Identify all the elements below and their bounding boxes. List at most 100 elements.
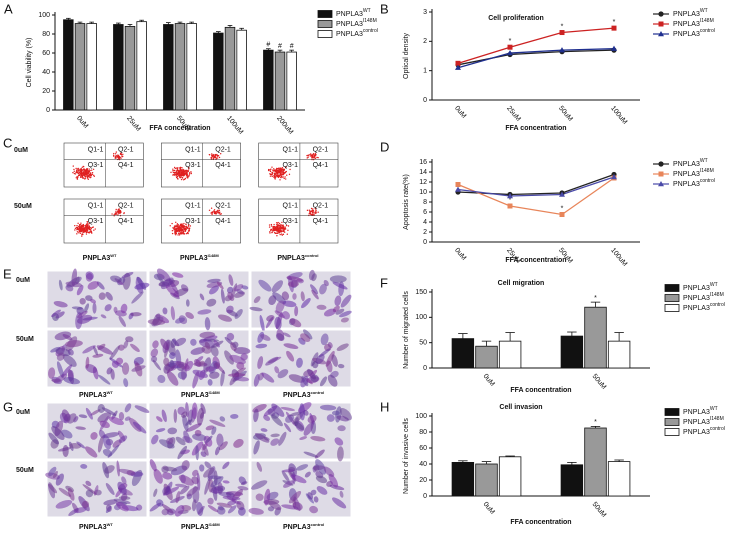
- flow-event: [176, 167, 178, 169]
- stained-cell: [150, 348, 159, 358]
- series-line: [457, 176, 615, 197]
- flow-event: [284, 227, 286, 230]
- flow-event: [188, 167, 190, 169]
- stained-cell: [190, 338, 197, 346]
- legend-label-base: PNPLA3: [673, 31, 700, 38]
- panel-label: D: [380, 139, 389, 154]
- stained-cell: [186, 423, 202, 432]
- row-label: 0uM: [16, 277, 30, 284]
- flow-event: [176, 168, 179, 170]
- stained-cell: [234, 376, 250, 382]
- stained-cell: [161, 504, 174, 514]
- flow-event: [306, 209, 309, 212]
- flow-event: [179, 223, 182, 226]
- stained-cell: [222, 461, 230, 470]
- flow-event: [78, 225, 80, 228]
- stained-cell: [52, 470, 58, 479]
- quadrant-label: Q2-1: [313, 146, 329, 153]
- stained-cell: [65, 340, 83, 348]
- bar: [451, 338, 475, 369]
- flow-event: [176, 229, 178, 232]
- micrograph: [149, 459, 249, 517]
- flow-event: [277, 167, 279, 170]
- stained-cell: [134, 405, 150, 414]
- flow-event: [177, 234, 179, 236]
- flow-event: [120, 211, 122, 213]
- y-axis-label: Apoptosis rate(%): [403, 174, 410, 230]
- flow-event: [284, 172, 286, 174]
- flow-event: [75, 177, 77, 179]
- stained-cell: [92, 302, 97, 314]
- stained-cell: [109, 345, 120, 360]
- stained-cell: [85, 489, 94, 498]
- stained-cell: [121, 476, 127, 485]
- y-tick-label: 80: [42, 31, 50, 38]
- flow-event: [114, 153, 117, 155]
- row-label: 50uM: [16, 467, 34, 474]
- flow-event: [74, 173, 77, 175]
- x-tick-label: 0uM: [75, 115, 89, 130]
- stained-cell: [332, 497, 347, 509]
- stained-cell: [156, 416, 163, 422]
- stained-cell: [332, 305, 340, 313]
- flow-event: [283, 231, 286, 233]
- y-tick-label: 60: [419, 445, 427, 452]
- micrograph: [248, 459, 351, 517]
- flow-event: [208, 209, 211, 212]
- stained-cell: [258, 279, 272, 292]
- stained-cell: [98, 374, 111, 385]
- flow-event: [181, 177, 184, 179]
- micrograph: [249, 269, 352, 333]
- flow-event: [187, 175, 189, 178]
- flow-event: [115, 151, 118, 153]
- flow-event: [90, 174, 93, 176]
- flow-event: [315, 212, 317, 215]
- legend-label: PNPLA3control: [683, 426, 725, 436]
- stained-cell: [163, 357, 170, 367]
- stained-cell: [282, 311, 290, 320]
- stained-cell: [226, 496, 241, 505]
- stained-cell: [197, 505, 205, 515]
- flow-event: [88, 171, 91, 173]
- y-tick-label: 0: [423, 365, 427, 372]
- stained-cell: [113, 498, 131, 504]
- stained-cell: [211, 426, 217, 435]
- column-label: PNPLA3I148M: [181, 390, 220, 399]
- marker: [658, 181, 664, 187]
- flow-event: [85, 227, 87, 229]
- stained-cell: [264, 488, 271, 506]
- flow-event: [183, 172, 186, 174]
- flow-event: [277, 232, 280, 234]
- flow-event: [316, 156, 318, 159]
- column-label: PNPLA3control: [283, 390, 324, 399]
- stained-cell: [209, 285, 219, 295]
- marker: [658, 171, 664, 177]
- flow-event: [84, 228, 86, 231]
- flow-event: [281, 227, 283, 229]
- stained-cell: [133, 421, 147, 434]
- stained-cell: [204, 317, 211, 331]
- flow-event: [82, 169, 84, 171]
- quadrant-label: Q2-1: [118, 146, 134, 153]
- stained-cell: [206, 298, 217, 307]
- stained-cell: [209, 371, 220, 379]
- x-tick-label: 50uM: [591, 501, 608, 519]
- stained-cell: [237, 486, 249, 491]
- stained-cell: [283, 480, 294, 488]
- stained-cell: [216, 281, 224, 290]
- quadrant-label: Q4-1: [313, 162, 329, 169]
- marker: [559, 212, 565, 217]
- stained-cell: [85, 446, 98, 458]
- stained-cell: [334, 437, 344, 446]
- panel-label: F: [380, 275, 388, 290]
- quadrant-label: Q3-1: [88, 162, 104, 169]
- stained-cell: [87, 281, 99, 290]
- row-label: 0uM: [16, 409, 30, 416]
- flow-event: [187, 225, 190, 227]
- flow-event: [283, 177, 285, 180]
- flow-event: [93, 175, 96, 177]
- stained-cell: [289, 411, 302, 417]
- annotation: *: [509, 38, 512, 45]
- stained-cell: [131, 291, 144, 304]
- flow-event: [212, 210, 215, 212]
